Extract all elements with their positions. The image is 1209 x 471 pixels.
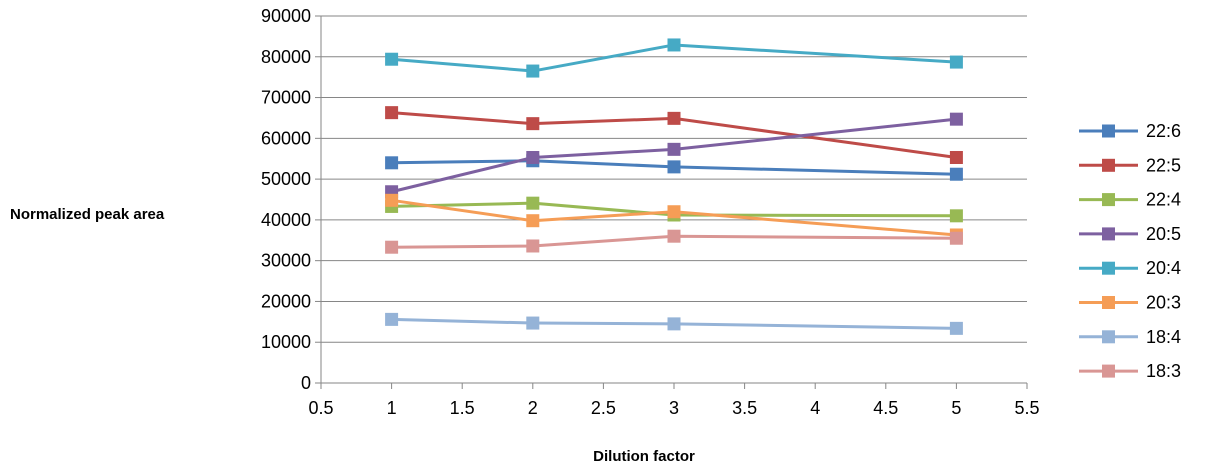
- x-tick-label: 1.5: [450, 398, 475, 418]
- data-point: [949, 55, 963, 69]
- data-point: [949, 167, 963, 181]
- data-point: [667, 160, 681, 174]
- data-point: [949, 150, 963, 164]
- data-point: [526, 239, 540, 253]
- x-tick-label: 3.5: [732, 398, 757, 418]
- data-point: [667, 229, 681, 243]
- series-line: [391, 43, 957, 73]
- legend-marker: [1102, 158, 1115, 172]
- data-point: [949, 231, 963, 245]
- data-point: [526, 196, 540, 210]
- x-tick-label: 4.5: [873, 398, 898, 418]
- data-point: [385, 106, 399, 120]
- y-tick-label: 60000: [261, 128, 311, 148]
- data-point: [526, 150, 540, 164]
- data-point: [667, 111, 681, 125]
- data-point: [526, 316, 540, 330]
- data-point: [385, 240, 399, 254]
- x-axis-title: Dilution factor: [593, 448, 695, 465]
- legend-label: 20:5: [1146, 224, 1181, 244]
- y-tick-label: 50000: [261, 169, 311, 189]
- axes: 0 10000 20000 30000 40000 50000 60000 70000 8000…: [261, 6, 1040, 418]
- legend-marker: [1102, 193, 1115, 207]
- data-point: [526, 214, 540, 228]
- x-tick-label: 4: [810, 398, 820, 418]
- legend-marker: [1102, 296, 1115, 309]
- legend-marker: [1102, 227, 1115, 241]
- y-tick-label: 70000: [261, 88, 311, 108]
- series-line: [391, 317, 957, 330]
- x-tick-label: 5.5: [1014, 398, 1039, 418]
- series-line: [391, 201, 957, 218]
- data-point: [667, 205, 681, 219]
- series-line: [391, 117, 957, 194]
- legend-label: 20:4: [1146, 258, 1181, 278]
- legend-label: 18:4: [1146, 327, 1181, 347]
- data-point: [385, 312, 399, 326]
- series-line: [391, 111, 957, 159]
- y-tick-label: 30000: [261, 251, 311, 271]
- y-tick-label: 10000: [261, 332, 311, 352]
- data-point: [949, 209, 963, 223]
- x-tick-label: 1: [387, 398, 397, 418]
- grid: [321, 15, 1027, 343]
- data-point: [526, 117, 540, 131]
- x-tick-label: 2: [528, 398, 538, 418]
- legend-marker: [1102, 124, 1115, 138]
- data-point: [667, 317, 681, 331]
- y-tick-label: 90000: [261, 6, 311, 26]
- legend-label: 20:3: [1146, 293, 1181, 313]
- data-point: [949, 112, 963, 126]
- y-tick-label: 80000: [261, 47, 311, 67]
- x-tick-label: 0.5: [308, 398, 333, 418]
- data-point: [385, 156, 399, 170]
- legend-marker: [1102, 364, 1115, 378]
- data-point: [949, 321, 963, 335]
- legend-label: 22:5: [1146, 155, 1181, 175]
- legend-marker: [1102, 261, 1115, 275]
- x-tick-label: 5: [951, 398, 961, 418]
- x-tick-label: 3: [669, 398, 679, 418]
- series-group: [385, 38, 963, 335]
- series-line: [391, 198, 957, 237]
- legend: 22:6 22:5 22:4 20:5 20:4 20:3 18:4 18:3: [1079, 121, 1181, 381]
- y-tick-label: 0: [301, 373, 311, 393]
- legend-label: 22:6: [1146, 121, 1181, 141]
- data-point: [667, 142, 681, 156]
- y-tick-label: 40000: [261, 210, 311, 230]
- series-line: [391, 234, 957, 249]
- y-axis-title: Normalized peak area: [10, 206, 165, 223]
- legend-label: 22:4: [1146, 190, 1181, 210]
- data-point: [385, 193, 399, 207]
- data-point: [385, 52, 399, 66]
- y-tick-label: 20000: [261, 291, 311, 311]
- legend-marker: [1102, 330, 1115, 344]
- data-point: [667, 38, 681, 52]
- legend-label: 18:3: [1146, 361, 1181, 381]
- x-tick-label: 2.5: [591, 398, 616, 418]
- series-line: [391, 159, 957, 176]
- data-point: [526, 64, 540, 78]
